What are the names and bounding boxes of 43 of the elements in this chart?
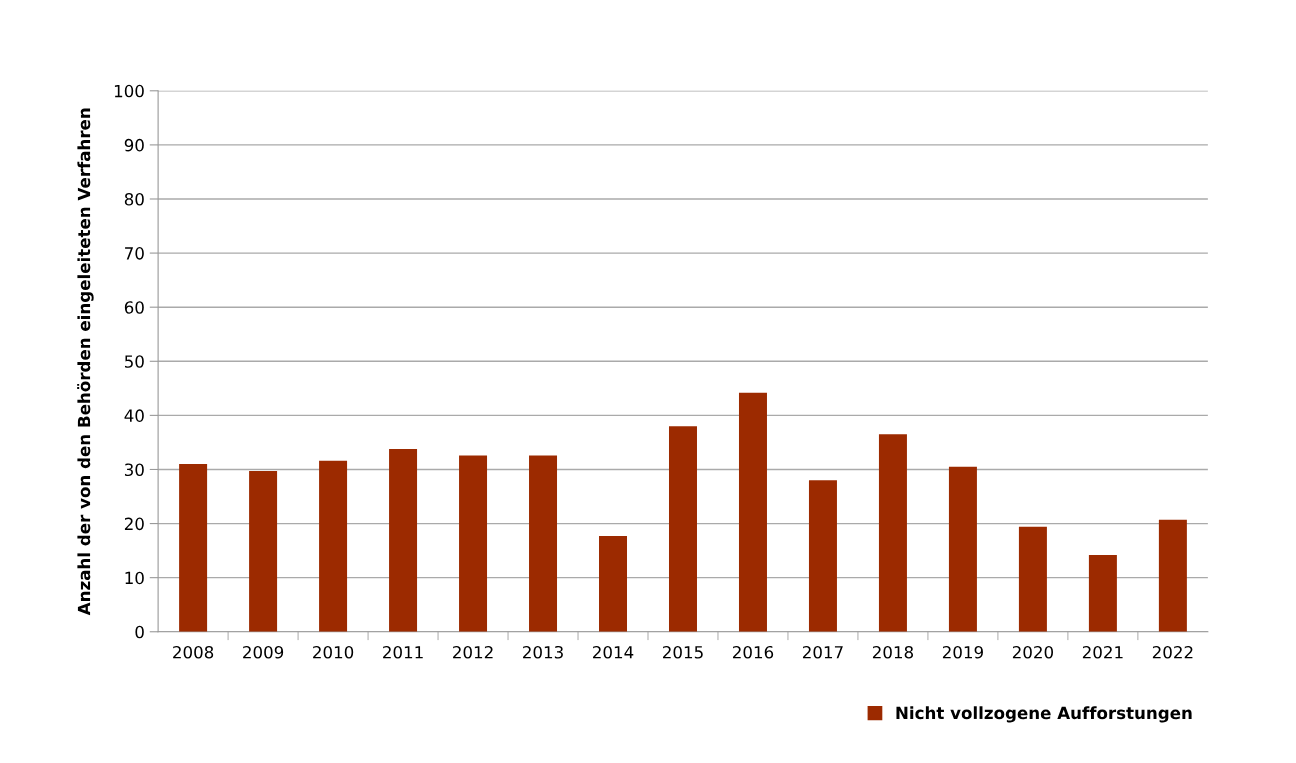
bar (669, 426, 697, 632)
y-tick-label: 70 (125, 247, 144, 260)
bar (459, 455, 488, 632)
x-tick-label: 2019 (942, 645, 983, 659)
y-tick-label: 80 (124, 192, 144, 206)
bar (948, 466, 977, 632)
x-tick-label: 2015 (663, 645, 703, 659)
bar (529, 455, 558, 632)
bar (1018, 526, 1047, 632)
y-tick-label: 50 (125, 355, 144, 368)
bar (808, 480, 837, 632)
x-tick-label: 2020 (1012, 645, 1054, 659)
x-tick-label: 2018 (872, 645, 914, 659)
x-tick-label: 2021 (1082, 645, 1123, 659)
y-tick-label: 40 (124, 409, 144, 422)
y-tick-label: 20 (124, 517, 144, 531)
x-tick-label: 2013 (523, 645, 563, 659)
x-tick-label: 2010 (313, 645, 354, 659)
y-tick-label: 0 (135, 625, 144, 639)
x-tick-label: 2014 (593, 645, 634, 659)
bar (179, 464, 208, 632)
y-tick-label: 100 (114, 84, 144, 98)
bar (319, 460, 348, 632)
bar (738, 392, 767, 632)
y-axis-title: Anzahl der von den Behörden eingeleiteten Verfahren (77, 108, 94, 616)
bar (599, 536, 627, 632)
x-tick-label: 2011 (383, 645, 423, 659)
y-tick-label: 90 (124, 138, 144, 152)
bar (878, 434, 907, 632)
x-tick-label: 2016 (732, 645, 774, 659)
y-tick-label: 10 (125, 571, 144, 585)
bar (1088, 554, 1117, 632)
x-tick-label: 2017 (802, 645, 843, 659)
x-tick-label: 2012 (453, 645, 493, 659)
y-tick-label: 60 (124, 301, 144, 314)
bar (1158, 519, 1187, 632)
legend-label: Nicht vollzogene Aufforstungen (896, 706, 1192, 723)
x-tick-label: 2008 (173, 645, 214, 659)
bar (389, 448, 418, 632)
x-tick-label: 2009 (243, 645, 284, 659)
x-tick-label: 2022 (1152, 645, 1193, 659)
y-tick-label: 30 (124, 463, 144, 477)
bar (249, 471, 278, 632)
